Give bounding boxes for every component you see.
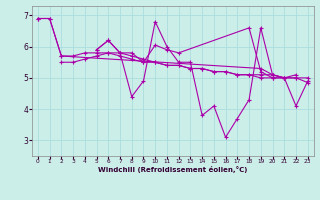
X-axis label: Windchill (Refroidissement éolien,°C): Windchill (Refroidissement éolien,°C) bbox=[98, 166, 247, 173]
